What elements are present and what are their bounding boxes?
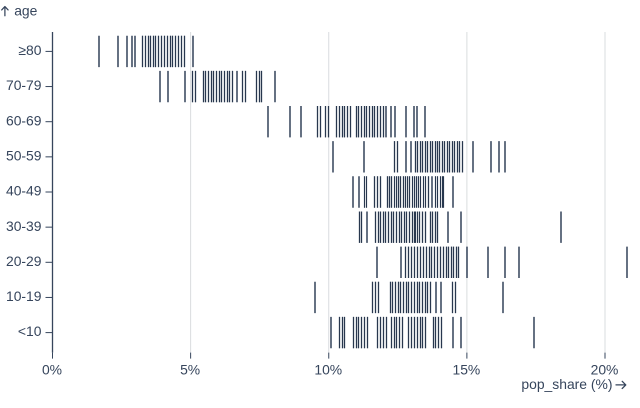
svg-text:≥80: ≥80 — [18, 42, 41, 58]
svg-text:age: age — [14, 3, 37, 19]
svg-text:0%: 0% — [42, 361, 62, 377]
svg-text:50-59: 50-59 — [6, 147, 42, 163]
svg-text:10%: 10% — [314, 361, 342, 377]
svg-text:15%: 15% — [452, 361, 480, 377]
svg-text:5%: 5% — [180, 361, 200, 377]
svg-text:70-79: 70-79 — [6, 77, 42, 93]
svg-text:30-39: 30-39 — [6, 218, 42, 234]
svg-text:20%: 20% — [591, 361, 619, 377]
svg-text:20-29: 20-29 — [6, 253, 42, 269]
svg-text:<10: <10 — [18, 323, 42, 339]
svg-text:60-69: 60-69 — [6, 112, 42, 128]
svg-text:40-49: 40-49 — [6, 183, 42, 199]
svg-text:10-19: 10-19 — [6, 288, 42, 304]
svg-text:pop_share (%): pop_share (%) — [521, 376, 612, 392]
